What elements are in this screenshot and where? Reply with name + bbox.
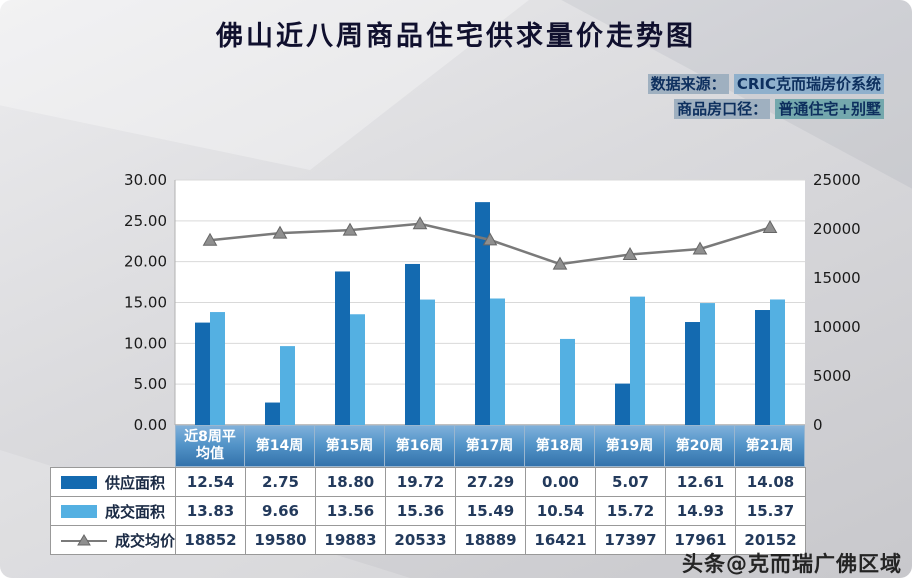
svg-text:25.00: 25.00 xyxy=(124,212,167,230)
watermark: 头条@克而瑞广佛区域 xyxy=(682,552,902,576)
svg-text:20.00: 20.00 xyxy=(124,253,167,271)
svg-text:30.00: 30.00 xyxy=(124,171,167,189)
table-value-cell: 2.75 xyxy=(246,468,316,497)
svg-text:15000: 15000 xyxy=(813,269,861,287)
table-value-cell: 15.72 xyxy=(596,497,666,526)
supply-bar-swatch-icon xyxy=(61,475,97,489)
x-axis-label: 第17周 xyxy=(455,425,525,467)
table-value-cell: 20533 xyxy=(386,526,456,555)
table-value-cell: 9.66 xyxy=(246,497,316,526)
table-row: 供应面积 12.54 2.75 18.80 19.72 27.29 0.00 5.07 12.6… xyxy=(51,468,806,497)
table-value-cell: 19.72 xyxy=(386,468,456,497)
table-value-cell: 0.00 xyxy=(526,468,596,497)
data-table: 供应面积 12.54 2.75 18.80 19.72 27.29 0.00 5.07 12.6… xyxy=(50,467,806,555)
legend-label: 成交面积 xyxy=(105,502,166,521)
x-axis-label: 第21周 xyxy=(735,425,805,467)
bar-series-0 xyxy=(195,202,770,425)
scope-label: 商品房口径： xyxy=(674,99,771,119)
table-value-cell: 27.29 xyxy=(456,468,526,497)
scope-line: 商品房口径： 普通住宅+别墅 xyxy=(648,97,884,122)
legend-label: 成交均价 xyxy=(115,531,176,550)
table-row: 成交面积 13.83 9.66 13.56 15.36 15.49 10.54 15.72 14… xyxy=(51,497,806,526)
table-value-cell: 17961 xyxy=(666,526,736,555)
table-value-cell: 14.08 xyxy=(736,468,806,497)
table-value-cell: 19883 xyxy=(316,526,386,555)
table-row: 成交均价 18852 19580 19883 20533 18889 16421 17397 1… xyxy=(51,526,806,555)
table-value-cell: 12.61 xyxy=(666,468,736,497)
source-label: 数据来源： xyxy=(647,74,729,94)
legend-cell: 成交均价 xyxy=(51,526,176,555)
svg-text:5000: 5000 xyxy=(813,367,851,385)
table-value-cell: 15.37 xyxy=(736,497,806,526)
table-value-cell: 13.83 xyxy=(176,497,246,526)
svg-text:10000: 10000 xyxy=(813,318,861,336)
table-value-cell: 16421 xyxy=(526,526,596,555)
table-value-cell: 15.36 xyxy=(386,497,456,526)
table-value-cell: 14.93 xyxy=(666,497,736,526)
line-marker-icon xyxy=(61,534,107,546)
x-axis-label: 第14周 xyxy=(245,425,315,467)
x-axis-label: 近8周平均值 xyxy=(175,425,245,467)
x-axis-label: 第18周 xyxy=(525,425,595,467)
legend-cell: 成交面积 xyxy=(51,497,176,526)
bar-series-1 xyxy=(210,296,785,425)
price-line-markers xyxy=(202,216,778,270)
table-value-cell: 18852 xyxy=(176,526,246,555)
source-value: CRIC克而瑞房价系统 xyxy=(733,74,884,94)
table-value-cell: 10.54 xyxy=(526,497,596,526)
svg-text:20000: 20000 xyxy=(813,220,861,238)
svg-text:0.00: 0.00 xyxy=(134,416,167,434)
svg-text:10.00: 10.00 xyxy=(124,334,167,352)
table-value-cell: 18.80 xyxy=(316,468,386,497)
table-value-cell: 19580 xyxy=(246,526,316,555)
data-source-line: 数据来源： CRIC克而瑞房价系统 xyxy=(647,72,884,97)
svg-text:15.00: 15.00 xyxy=(124,294,167,312)
scope-value: 普通住宅+别墅 xyxy=(775,99,884,119)
table-value-cell: 20152 xyxy=(736,526,806,555)
x-axis-label: 第16周 xyxy=(385,425,455,467)
deal-bar-swatch-icon xyxy=(61,504,97,518)
table-value-cell: 15.49 xyxy=(456,497,526,526)
table-value-cell: 12.54 xyxy=(176,468,246,497)
svg-text:5.00: 5.00 xyxy=(134,375,167,393)
table-value-cell: 18889 xyxy=(456,526,526,555)
page-title: 佛山近八周商品住宅供求量价走势图 xyxy=(216,21,696,52)
table-value-cell: 5.07 xyxy=(596,468,666,497)
table-value-cell: 17397 xyxy=(596,526,666,555)
meta-block: 数据来源： CRIC克而瑞房价系统 商品房口径： 普通住宅+别墅 xyxy=(647,72,884,122)
x-axis-label: 第19周 xyxy=(595,425,665,467)
left-axis-labels: 30.00 25.00 20.00 15.00 10.00 5.00 0.00 xyxy=(124,171,167,434)
table-value-cell: 13.56 xyxy=(316,497,386,526)
x-axis-labels: 近8周平均值 第14周 第15周 第16周 第17周 第18周 第19周 第20周 第21周 xyxy=(175,425,805,467)
x-axis-label: 第15周 xyxy=(315,425,385,467)
svg-text:0: 0 xyxy=(813,416,823,434)
right-axis-labels: 25000 20000 15000 10000 5000 0 xyxy=(813,171,861,434)
legend-label: 供应面积 xyxy=(105,473,166,492)
svg-text:25000: 25000 xyxy=(813,171,861,189)
legend-cell: 供应面积 xyxy=(51,468,176,497)
x-axis-label: 第20周 xyxy=(665,425,735,467)
